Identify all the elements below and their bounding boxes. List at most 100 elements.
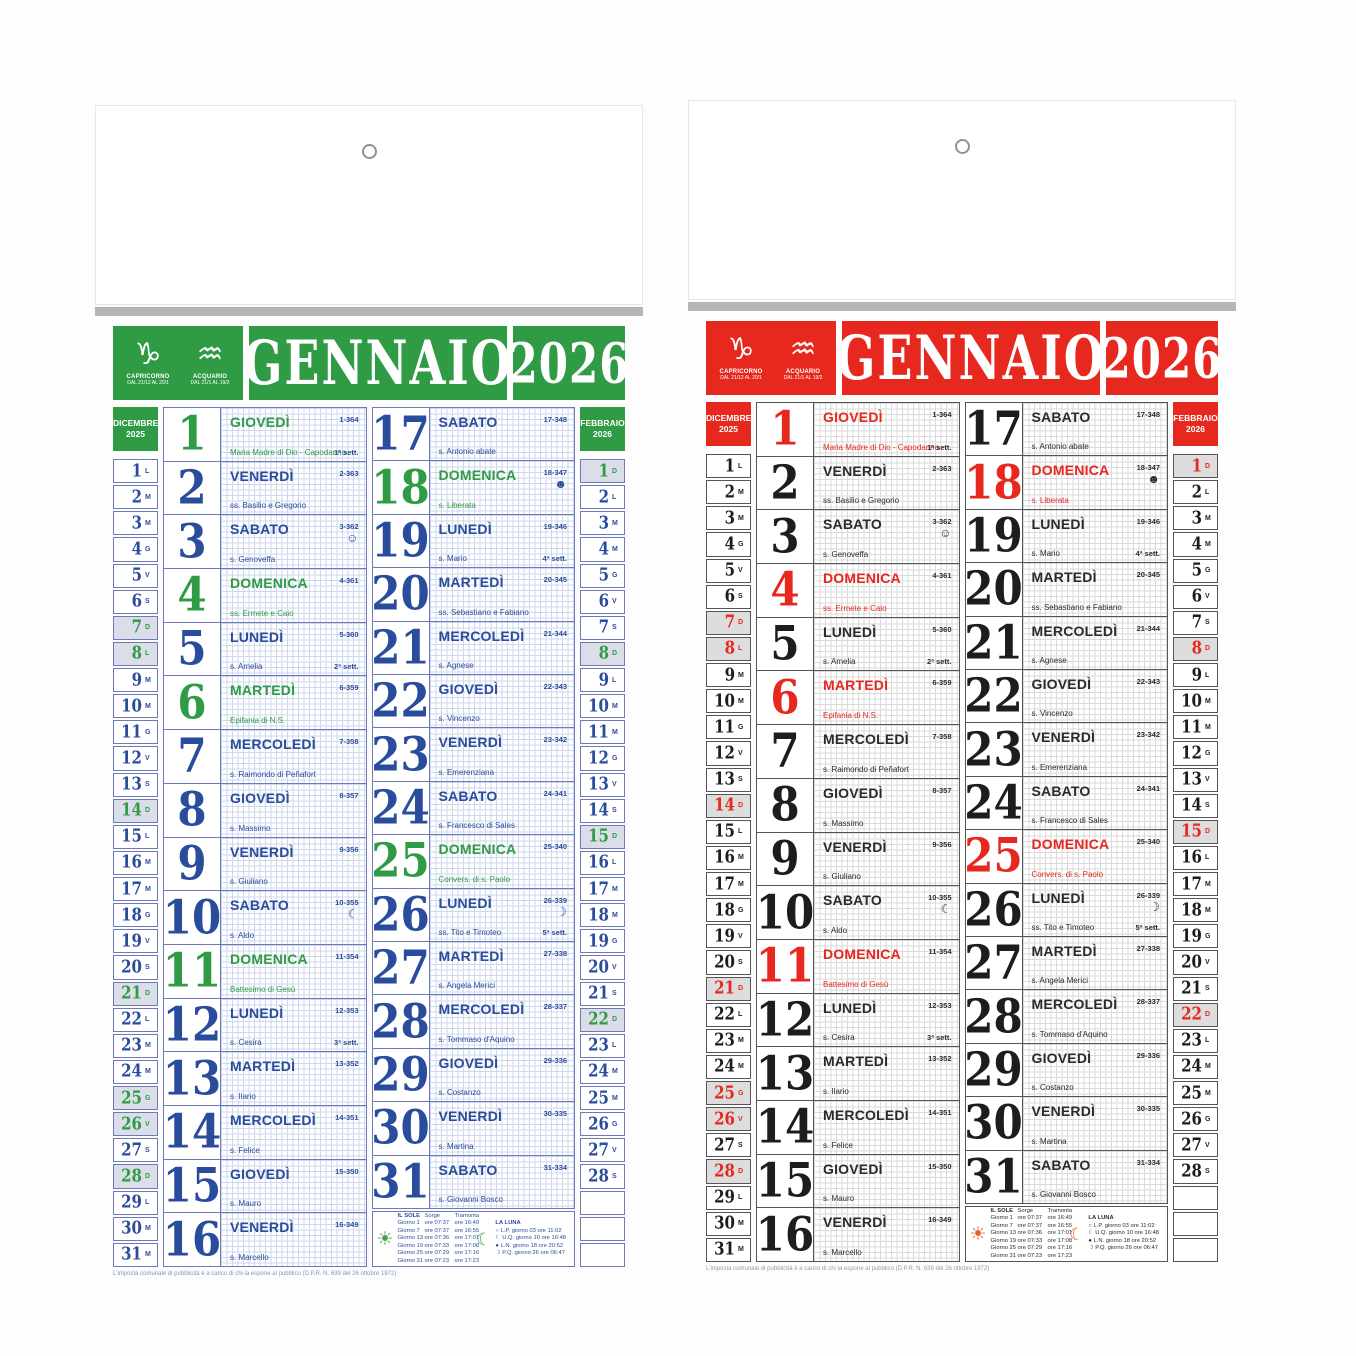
mini-day-number: 13	[588, 773, 609, 795]
day-saint: s. Francesco di Sales	[1031, 816, 1108, 826]
month-title: GENNAIO	[842, 322, 1100, 394]
zodiac-sign: ♒ ACQUARIO DAL 21/1 AL 19/2	[190, 339, 230, 387]
mini-day-cell: 21 D	[706, 976, 751, 1001]
mini-day-number: 20	[588, 956, 609, 978]
day-row: 22 GIOVEDÌ 22-343 s. Vincenzo	[371, 674, 575, 729]
day-number-text: 7	[177, 728, 207, 784]
day-of-year: 24-341	[1136, 783, 1160, 793]
day-row: 30 VENERDÌ 30-335 s. Martina	[964, 1096, 1168, 1151]
mini-day-number: 5	[598, 564, 609, 586]
sun-value: ore 07:37	[1017, 1215, 1043, 1222]
day-of-year: 3-362	[339, 522, 359, 532]
day-of-year: 16-349	[335, 1220, 359, 1230]
day-number: 4	[164, 569, 220, 622]
mini-day-cell-empty	[580, 1216, 625, 1241]
title-band: ♑ CAPRICORNO DAL 21/12 AL 20/1 ♒ ACQUARIO DAL…	[706, 321, 1218, 395]
day-row: 21 MERCOLEDÌ 21-344 s. Agnese	[371, 620, 575, 676]
day-row: 28 MERCOLEDÌ 28-337 s. Tommaso d'Aquino	[371, 994, 575, 1049]
side-cells-prev: 1 L 2 M 3 M 4 G 5 V 6 S 7 D 8 L 9 M 10 M 11 G 12 V 13 S 14 D 15 L 16 M 1…	[113, 459, 158, 1267]
day-of-year: 27-338	[1136, 944, 1160, 954]
moon-row: ○ L.P. giorno 03 ore 11:02	[1088, 1222, 1155, 1229]
day-row: 16 VENERDÌ 16-349 s. Marcello	[756, 1207, 960, 1262]
day-info: SABATO 31-334 s. Giovanni Bosco	[428, 1155, 574, 1209]
mini-day-cell: 14 S	[580, 798, 625, 823]
mini-day-letter: L	[612, 1042, 617, 1050]
mini-day-cell: 22 D	[580, 1007, 625, 1032]
mini-day-cell: 16 M	[706, 845, 751, 870]
day-number: 28	[964, 988, 1023, 1044]
day-of-year: 31-334	[1136, 1157, 1160, 1167]
day-number-text: 28	[964, 988, 1023, 1044]
mini-day-number: 14	[588, 799, 609, 821]
day-info: LUNEDÌ 26-339 ☽ ss. Tito e Timoteo 5ª sett.	[428, 888, 574, 942]
mini-day-cell: 14 D	[113, 798, 158, 823]
sun-value: ore 07:33	[424, 1242, 450, 1249]
mini-day-letter: V	[1205, 1141, 1210, 1149]
day-number: 13	[756, 1047, 814, 1100]
day-saint: ss. Basilio e Gregorio	[230, 501, 307, 511]
mini-day-number: 8	[598, 643, 609, 664]
day-number-text: 23	[964, 721, 1023, 777]
sun-value: ore 16:49	[454, 1220, 480, 1227]
mini-day-number: 30	[121, 1217, 142, 1239]
day-number: 12	[756, 994, 814, 1047]
mini-day-letter: M	[145, 1251, 151, 1259]
mini-day-number: 19	[1181, 925, 1202, 947]
day-number: 5	[164, 623, 220, 676]
day-of-year: 2-363	[339, 468, 359, 478]
mini-day-letter: M	[145, 1042, 151, 1050]
week-number: 1ª sett.	[927, 442, 952, 452]
day-row: 18 DOMENICA 18-347 ☻ s. Liberata	[371, 460, 575, 515]
mini-day-cell: 19 V	[113, 929, 158, 954]
day-number: 6	[757, 671, 813, 724]
day-row: 11 DOMENICA 11-354 Battesimo di Gesù	[756, 938, 960, 994]
day-info: SABATO 17-348 s. Antonio abate	[1021, 403, 1167, 456]
mini-day-cell: 21 S	[580, 981, 625, 1006]
day-saint: s. Angela Merici	[1031, 976, 1088, 986]
sun-value: Giorno 13	[397, 1235, 424, 1242]
day-number-text: 15	[755, 1152, 815, 1208]
day-info: DOMENICA 11-354 Battesimo di Gesù	[220, 944, 366, 998]
sun-value: Giorno 7	[397, 1227, 420, 1234]
day-weekday: MARTEDÌ	[823, 1053, 889, 1070]
day-weekday: MARTEDÌ	[230, 1058, 296, 1075]
day-row: 19 LUNEDÌ 19-346 s. Mario 4ª sett.	[371, 513, 575, 569]
mini-day-letter: L	[145, 650, 150, 658]
day-number-text: 27	[964, 935, 1023, 991]
day-weekday: LUNEDÌ	[823, 999, 877, 1016]
day-saint: s. Amelia	[230, 662, 263, 672]
mini-day-number: 23	[714, 1029, 735, 1051]
week-number: 2ª sett.	[334, 662, 359, 672]
day-info: MERCOLEDÌ 14-351 s. Felice	[813, 1100, 959, 1154]
mini-day-number: 4	[131, 538, 142, 560]
moon-phase-icon: ☺	[346, 531, 359, 546]
day-number-text: 3	[177, 513, 207, 569]
mini-day-number: 26	[1181, 1108, 1202, 1129]
mini-day-letter: L	[738, 1194, 743, 1202]
mini-day-number: 29	[714, 1186, 735, 1208]
day-row: 31 SABATO 31-334 s. Giovanni Bosco	[964, 1149, 1168, 1205]
mini-day-letter: D	[738, 802, 744, 810]
day-row: 5 LUNEDÌ 5-360 s. Amelia 2ª sett.	[163, 621, 367, 677]
mini-day-cell: 13 S	[706, 767, 751, 792]
day-saint: ss. Basilio e Gregorio	[823, 496, 900, 506]
zodiac-dates: DAL 21/1 AL 19/2	[190, 380, 230, 387]
sun-value: ore 17:01	[454, 1235, 480, 1242]
days-column-1: 1 GIOVEDÌ 1-364 Maria Madre di Dio - Capoda…	[756, 402, 960, 1262]
day-of-year: 18-347	[1136, 463, 1160, 473]
day-of-year: 30-335	[1136, 1104, 1160, 1114]
day-of-year: 20-345	[1136, 570, 1160, 580]
day-of-year: 25-340	[543, 842, 567, 852]
day-info: MERCOLEDÌ 7-358 s. Raimondo di Peñafort	[813, 725, 959, 778]
day-of-year: 14-351	[335, 1112, 359, 1122]
mini-day-letter: M	[738, 854, 744, 862]
day-row: 23 VENERDÌ 23-342 s. Emerenziana	[371, 727, 575, 782]
mini-day-number: 17	[121, 878, 142, 899]
day-info: GIOVEDÌ 22-343 s. Vincenzo	[1021, 670, 1167, 723]
mini-day-cell: 10 M	[580, 694, 625, 719]
mini-day-cell: 25 M	[580, 1086, 625, 1111]
day-weekday: SABATO	[230, 521, 290, 538]
mini-day-letter: M	[1205, 723, 1211, 731]
